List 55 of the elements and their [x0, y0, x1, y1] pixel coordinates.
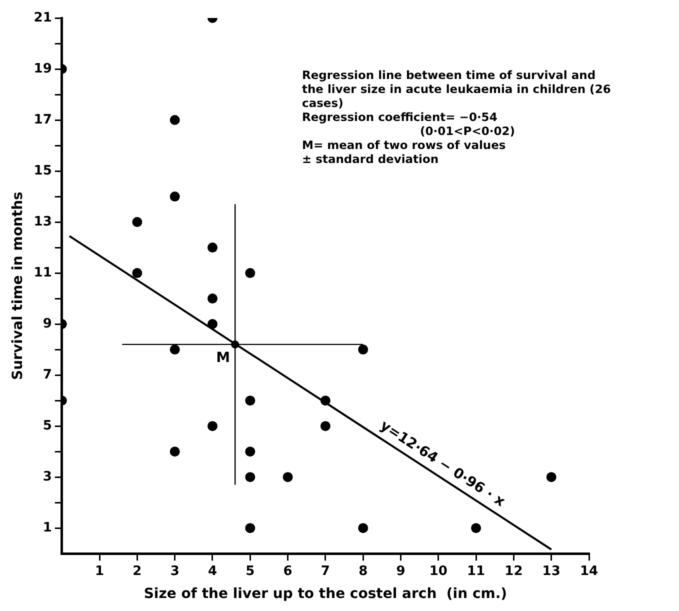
x-tick-label: 13 [542, 564, 560, 579]
annotation: ± standard deviation [302, 152, 440, 166]
point [207, 421, 218, 432]
y-axis-title: Survival time in months [10, 192, 26, 380]
x-tick-label: 9 [396, 564, 406, 579]
x-tick-label: 3 [170, 564, 180, 579]
x-tick-label: 12 [504, 564, 523, 579]
x-tick-label: 4 [208, 564, 218, 579]
x-tick-label: 1 [95, 564, 104, 579]
annotation: M= mean of two rows of values [302, 138, 507, 152]
annotation: (0·01<P<0·02) [419, 124, 516, 138]
y-tick-label: 9 [42, 316, 52, 332]
point [207, 319, 218, 330]
x-axis-title: Size of the liver up to the costel arch (in cm.) [144, 586, 508, 602]
x-tick-label: 2 [132, 564, 142, 579]
point [546, 472, 556, 482]
y-tick-label: 13 [34, 214, 52, 230]
point [170, 446, 180, 457]
point [245, 396, 256, 406]
point [358, 344, 368, 355]
point [358, 523, 368, 534]
point [132, 268, 142, 278]
y-tick-label: 5 [42, 418, 52, 434]
point [245, 268, 256, 278]
x-tick-label: 10 [429, 564, 448, 579]
x-tick-label: 8 [358, 564, 368, 579]
point [282, 472, 293, 482]
y-tick-label: 1 [42, 520, 52, 536]
point [320, 421, 330, 432]
y-tick-label: 15 [34, 163, 52, 178]
y-tick-label: 3 [42, 469, 52, 484]
x-tick-label: 6 [283, 564, 292, 579]
point [170, 192, 180, 202]
annotation: Regression line between time of survival and the liver size in acute leukaemia in children (26 cases) [302, 68, 612, 110]
point [320, 396, 330, 406]
point [245, 446, 256, 457]
y-tick-label: 7 [42, 367, 52, 382]
y-tick-label: 21 [34, 10, 52, 26]
point [471, 523, 482, 534]
point [245, 523, 256, 534]
x-tick-label: 5 [246, 564, 255, 579]
y-tick-label: 19 [34, 61, 52, 76]
y-tick-label: 17 [34, 112, 52, 128]
x-tick-label: 7 [320, 564, 330, 579]
point [132, 217, 142, 228]
y-tick-label: 11 [34, 265, 52, 280]
annotation: Regression coefficient= −0·54 [302, 110, 498, 124]
x-tick-label: 14 [580, 564, 598, 579]
point [245, 472, 256, 482]
point [207, 242, 218, 253]
point [170, 344, 180, 355]
point [170, 115, 180, 126]
point [207, 294, 218, 304]
annotation: M [216, 350, 230, 366]
x-tick-label: 11 [467, 564, 486, 579]
